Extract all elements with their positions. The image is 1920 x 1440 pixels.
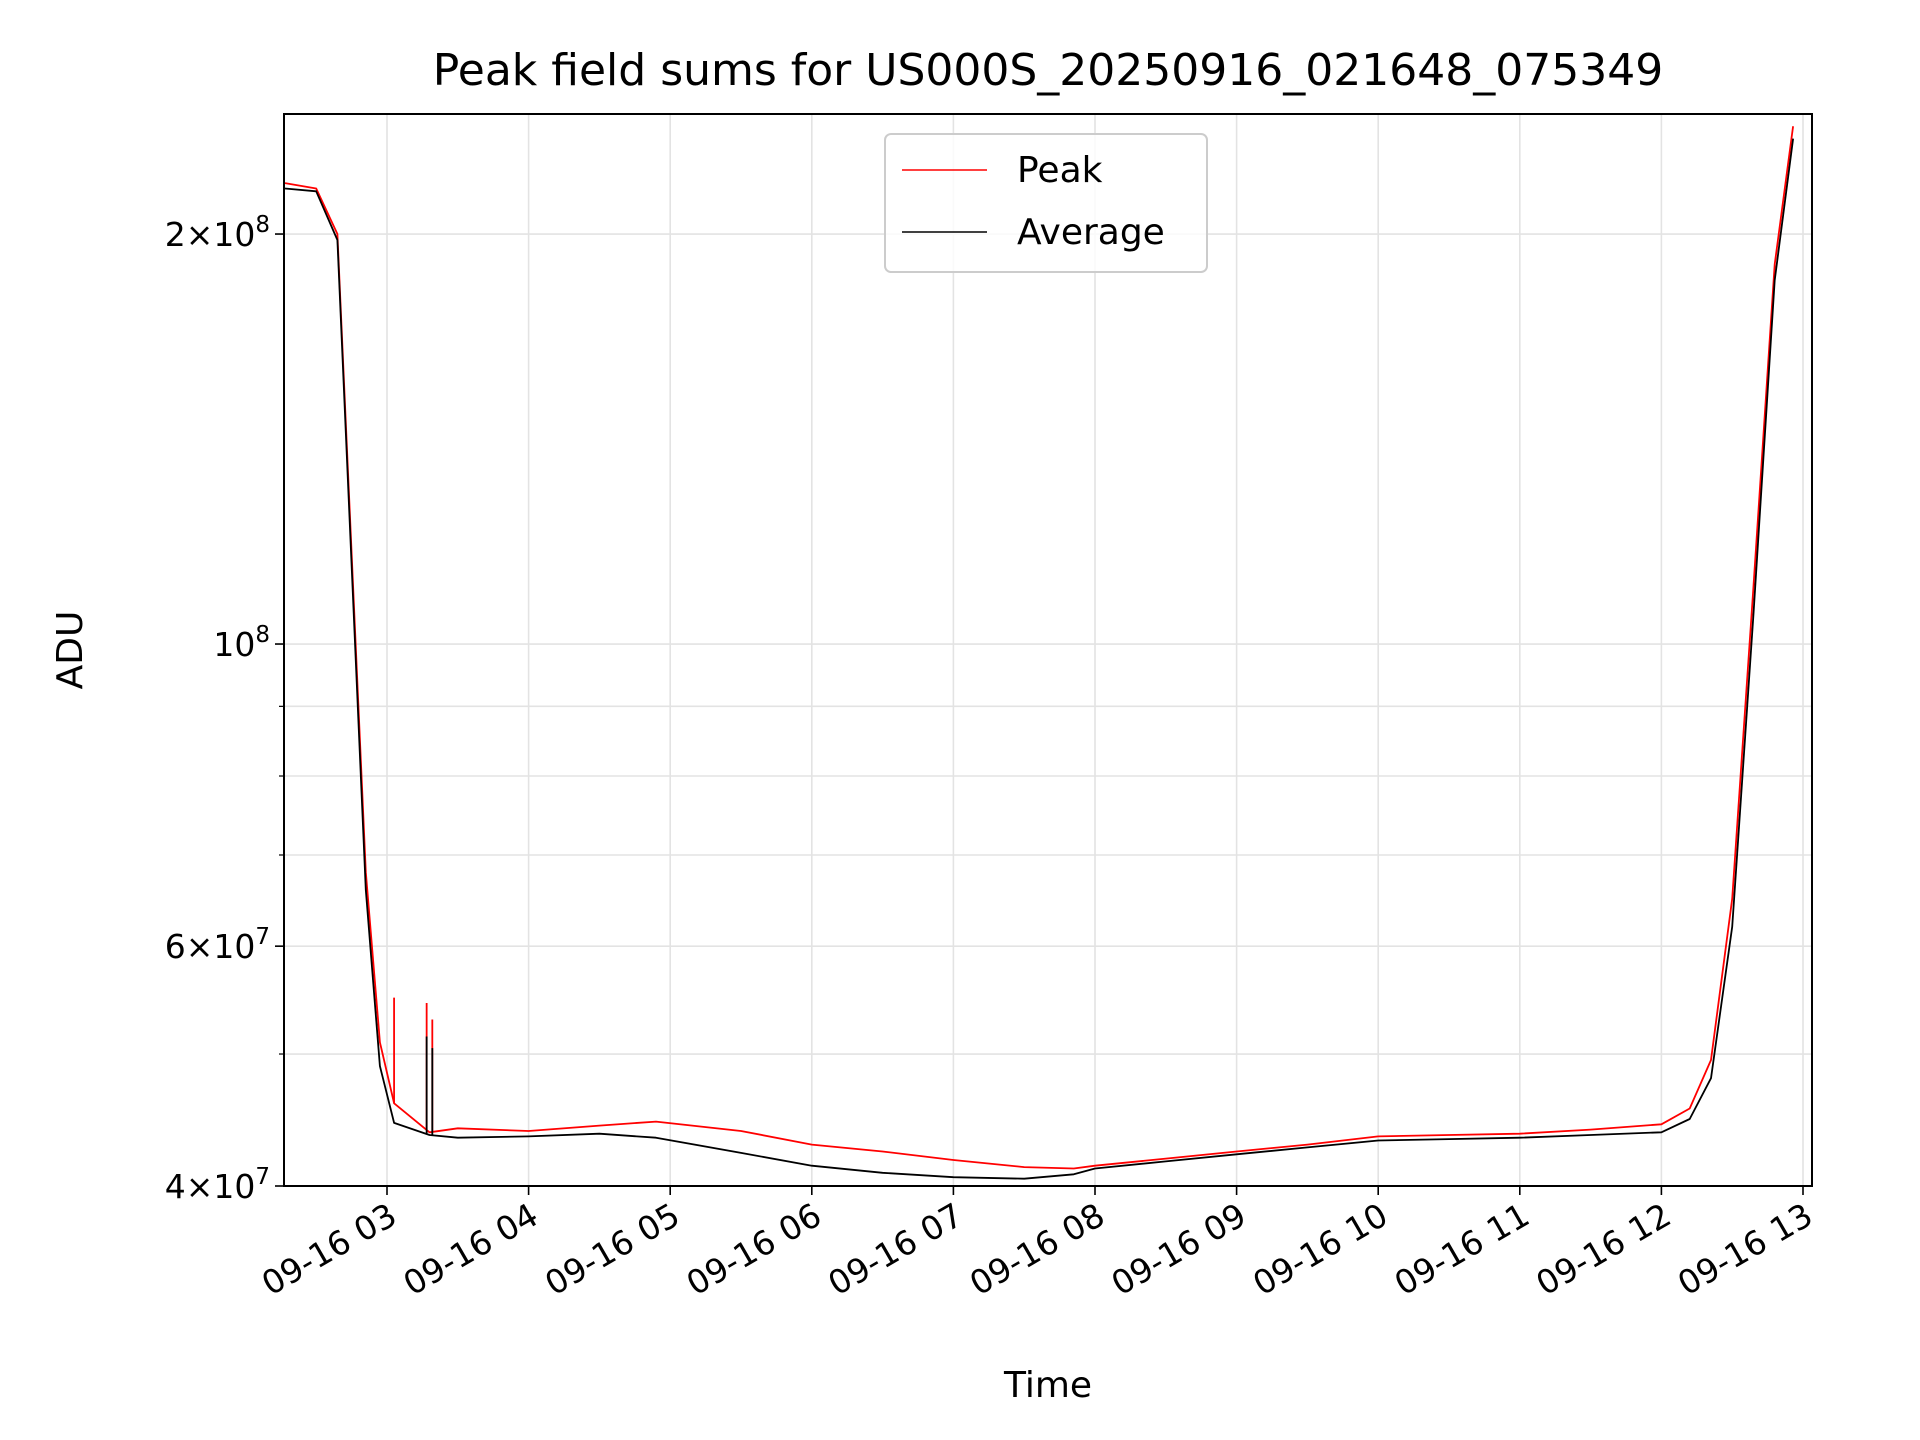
y-tick-label: 6×107	[165, 924, 270, 966]
series-line-peak	[284, 126, 1794, 1170]
series-line-average	[284, 138, 1794, 1180]
legend-label-peak: Peak	[1017, 150, 1103, 191]
y-axis-label: ADU	[50, 611, 91, 690]
chart-title: Peak field sums for US000S_20250916_0216…	[433, 45, 1663, 96]
y-tick-label: 108	[213, 622, 270, 664]
y-tick-label: 2×108	[165, 212, 270, 254]
x-axis-label: Time	[1003, 1365, 1092, 1406]
axes-frame	[283, 113, 1813, 1187]
legend-label-average: Average	[1017, 212, 1165, 253]
y-tick-label: 4×107	[165, 1164, 270, 1206]
plot-series	[284, 126, 1794, 1180]
legend-box	[884, 133, 1208, 273]
legend: Peak Average	[884, 133, 1208, 273]
